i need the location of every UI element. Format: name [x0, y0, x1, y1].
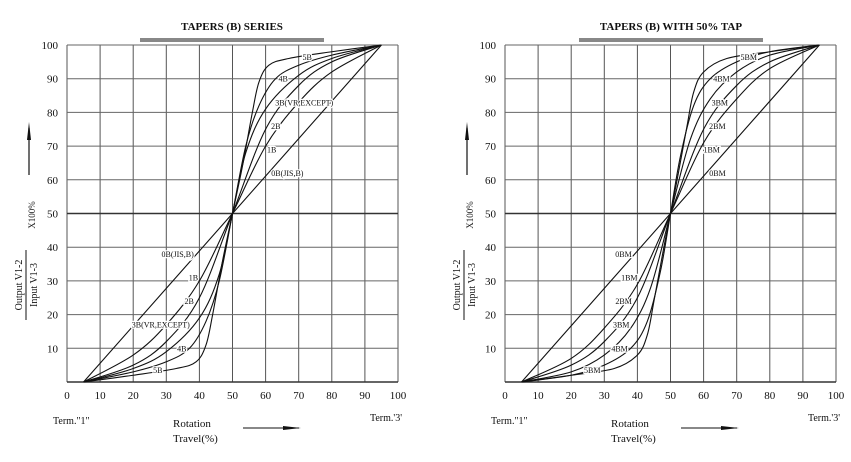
- x-tick-label: 90: [797, 390, 809, 402]
- series-label: 1B: [189, 274, 198, 283]
- series-label: 0BM: [709, 169, 725, 178]
- x-tick-label: 10: [533, 390, 545, 402]
- term-end-label: Term.'3': [808, 413, 840, 424]
- x-tick-label: 0: [502, 390, 508, 402]
- term-start-label: Term."1": [53, 416, 90, 427]
- term-start-label: Term."1": [491, 416, 528, 427]
- xlabel-line1: Rotation: [611, 418, 649, 430]
- y-tick-label: 70: [485, 141, 497, 153]
- y-tick-label: 10: [47, 343, 59, 355]
- series-line-5b: [83, 44, 382, 383]
- y-tick-label: 50: [485, 209, 497, 221]
- series-label: 4B: [279, 75, 288, 84]
- y-tick-label: 70: [47, 141, 59, 153]
- series-label: 2BM: [615, 297, 631, 306]
- x-tick-label: 70: [731, 390, 743, 402]
- x-tick-label: 50: [227, 390, 239, 402]
- series-label: 3BM: [712, 98, 728, 107]
- y-tick-label: 90: [47, 74, 59, 86]
- series-label: 4BM: [713, 75, 729, 84]
- y-tick-label: 10: [485, 343, 497, 355]
- y-tick-label: 80: [485, 107, 497, 119]
- series-label: 3BM: [613, 321, 629, 330]
- xlabel-line2: Travel(%): [173, 433, 218, 445]
- series-label: 5B: [153, 366, 162, 375]
- x-tick-label: 40: [632, 390, 644, 402]
- series-label: 2B: [271, 122, 280, 131]
- x-tick-label: 100: [390, 390, 407, 402]
- series-label: 0B(JIS,B): [271, 169, 304, 178]
- series-label: 2BM: [709, 122, 725, 131]
- right-arrow-head-icon: [283, 426, 301, 430]
- x-tick-label: 30: [599, 390, 611, 402]
- series-label: 3B(VR,EXCEPT): [132, 321, 190, 330]
- x-tick-label: 20: [128, 390, 140, 402]
- x-tick-label: 50: [665, 390, 677, 402]
- x-tick-label: 90: [359, 390, 371, 402]
- ylabel-denominator: Input V1-3: [467, 263, 478, 307]
- y-tick-label: 80: [47, 107, 59, 119]
- y-tick-label: 60: [47, 175, 59, 187]
- x-tick-label: 20: [566, 390, 578, 402]
- x-tick-label: 40: [194, 390, 206, 402]
- chart-title: TAPERS (B) WITH 50% TAP: [600, 21, 742, 33]
- term-end-label: Term.'3': [370, 413, 402, 424]
- x-tick-label: 60: [260, 390, 272, 402]
- series-label: 5BM: [741, 53, 757, 62]
- y-tick-label: 30: [47, 276, 59, 288]
- y-tick-label: 30: [485, 276, 497, 288]
- x-tick-label: 30: [161, 390, 173, 402]
- title-underline: [140, 38, 324, 42]
- ylabel-denominator: Input V1-3: [29, 263, 40, 307]
- title-underline: [579, 38, 763, 42]
- ylabel-numerator: Output V1-2: [452, 260, 463, 311]
- xlabel-line2: Travel(%): [611, 433, 656, 445]
- y-tick-label: 100: [480, 40, 497, 52]
- y-tick-label: 20: [485, 310, 497, 322]
- y-tick-label: 40: [485, 242, 497, 254]
- xlabel-line1: Rotation: [173, 418, 211, 430]
- series-label: 5BM: [584, 366, 600, 375]
- y-tick-label: 60: [485, 175, 497, 187]
- x-tick-label: 100: [828, 390, 845, 402]
- series-label: 0BM: [615, 250, 631, 259]
- x-tick-label: 60: [698, 390, 710, 402]
- y-tick-label: 40: [47, 242, 59, 254]
- series-label: 4BM: [611, 344, 627, 353]
- ylabel-factor: X100%: [27, 201, 37, 229]
- up-arrow-head-icon: [465, 122, 469, 140]
- series-label: 0B(JIS,B): [162, 250, 195, 259]
- y-tick-label: 50: [47, 209, 59, 221]
- series-label: 1BM: [621, 274, 637, 283]
- series-label: 1B: [267, 145, 276, 154]
- x-tick-label: 80: [764, 390, 776, 402]
- up-arrow-head-icon: [27, 122, 31, 140]
- y-tick-label: 90: [485, 74, 497, 86]
- series-label: 5B: [303, 53, 312, 62]
- ylabel-factor: X100%: [465, 201, 475, 229]
- y-tick-label: 20: [47, 310, 59, 322]
- ylabel-numerator: Output V1-2: [14, 260, 25, 311]
- series-label: 4B: [177, 344, 186, 353]
- x-tick-label: 10: [95, 390, 107, 402]
- series-label: 2B: [185, 297, 194, 306]
- x-tick-label: 80: [326, 390, 338, 402]
- right-arrow-head-icon: [721, 426, 739, 430]
- x-tick-label: 0: [64, 390, 70, 402]
- series-label: 3B(VR,EXCEPT): [275, 98, 333, 107]
- y-tick-label: 100: [42, 40, 59, 52]
- x-tick-label: 70: [293, 390, 305, 402]
- chart-title: TAPERS (B) SERIES: [181, 21, 283, 33]
- series-label: 1BM: [703, 145, 719, 154]
- series-line-5bm: [521, 44, 820, 383]
